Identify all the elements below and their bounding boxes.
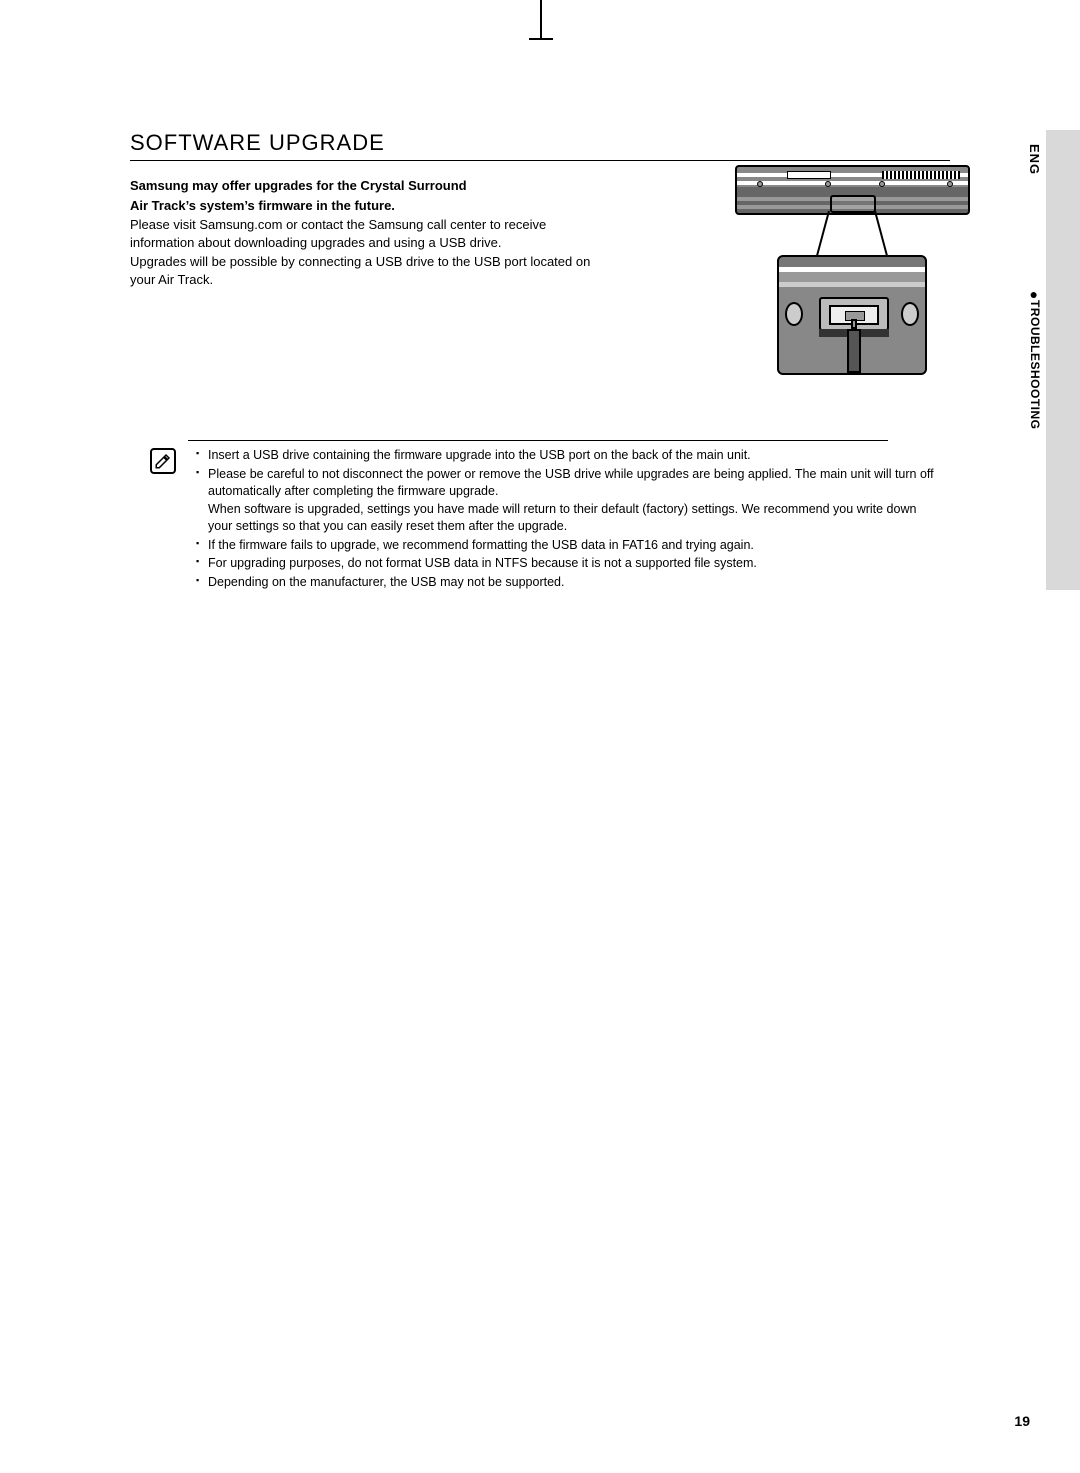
- note-icon: [150, 448, 176, 474]
- crop-mark-vertical: [540, 0, 542, 40]
- usb-drive-icon: [847, 329, 861, 373]
- note-item: Depending on the manufacturer, the USB m…: [196, 574, 940, 592]
- intro-block: Samsung may offer upgrades for the Cryst…: [130, 177, 600, 288]
- soundbar-label: [787, 171, 831, 179]
- jack-icon: [785, 302, 803, 326]
- side-section-label: TROUBLESHOOTING: [1028, 300, 1042, 430]
- pencil-icon: [154, 452, 172, 470]
- soundbar-screw-icon: [825, 181, 831, 187]
- note-list: Insert a USB drive containing the firmwa…: [196, 447, 940, 591]
- note-rule: [188, 440, 888, 441]
- intro-bold-1: Samsung may offer upgrades for the Cryst…: [130, 177, 600, 195]
- intro-para-2: Upgrades will be possible by connecting …: [130, 253, 600, 288]
- usb-port-detail: [777, 255, 927, 375]
- section-heading: SOFTWARE UPGRADE: [130, 130, 950, 161]
- usb-area-highlight: [830, 195, 876, 213]
- usb-figure: [735, 165, 970, 380]
- note-block: Insert a USB drive containing the firmwa…: [150, 440, 940, 592]
- note-item: Please be careful to not disconnect the …: [196, 466, 940, 536]
- soundbar-screw-icon: [879, 181, 885, 187]
- note-item: Insert a USB drive containing the firmwa…: [196, 447, 940, 465]
- intro-para-1: Please visit Samsung.com or contact the …: [130, 216, 600, 251]
- soundbar-screw-icon: [947, 181, 953, 187]
- soundbar-screw-icon: [757, 181, 763, 187]
- callout-line: [815, 211, 830, 262]
- jack-icon: [901, 302, 919, 326]
- crop-mark-horizontal: [529, 38, 553, 40]
- soundbar-illustration: [735, 165, 970, 215]
- soundbar-grille: [882, 171, 960, 179]
- note-item: For upgrading purposes, do not format US…: [196, 555, 940, 573]
- page-number: 19: [1014, 1413, 1030, 1429]
- side-language-label: ENG: [1027, 144, 1042, 175]
- usb-drive-tip: [851, 319, 857, 329]
- side-tab-background: [1046, 130, 1080, 590]
- note-item-text: Please be careful to not disconnect the …: [208, 467, 934, 499]
- note-item-text: When software is upgraded, settings you …: [208, 502, 916, 534]
- note-item: If the firmware fails to upgrade, we rec…: [196, 537, 940, 555]
- intro-bold-2: Air Track’s system’s firmware in the fut…: [130, 197, 600, 215]
- callout-line: [874, 211, 889, 262]
